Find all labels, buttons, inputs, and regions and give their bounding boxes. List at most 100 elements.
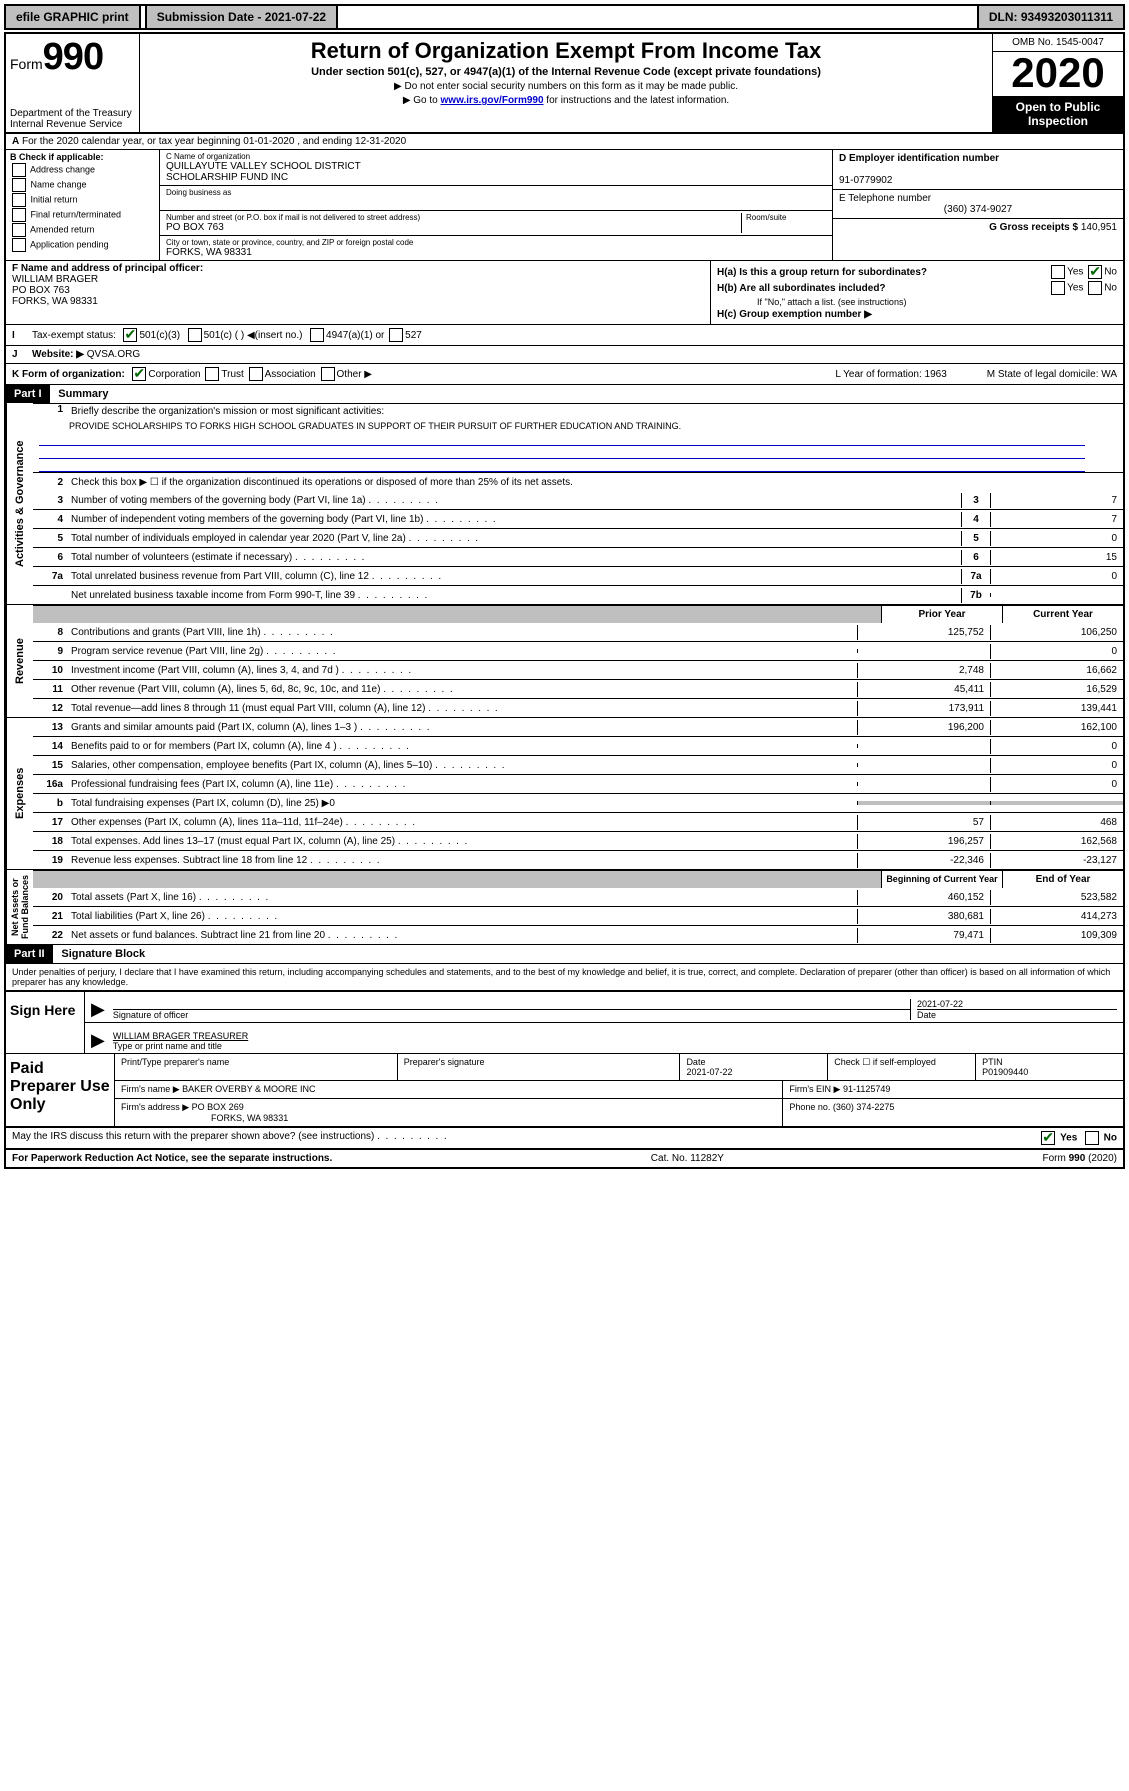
officer-name: WILLIAM BRAGER TREASURER — [113, 1031, 1117, 1041]
tax-year: 2020 — [993, 52, 1123, 96]
paperwork-notice: For Paperwork Reduction Act Notice, see … — [12, 1153, 332, 1164]
chk-ha-no[interactable] — [1088, 265, 1102, 279]
summary-line: 18Total expenses. Add lines 13–17 (must … — [33, 831, 1123, 850]
state-domicile: M State of legal domicile: WA — [987, 369, 1117, 380]
line1-label: Briefly describe the organization's miss… — [69, 404, 1123, 419]
chk-hb-yes[interactable] — [1051, 281, 1065, 295]
vtab-expenses: Expenses — [6, 718, 33, 869]
sign-here-label: Sign Here — [6, 992, 85, 1053]
chk-other[interactable] — [321, 367, 335, 381]
firm-phone: Phone no. (360) 374-2275 — [783, 1099, 1123, 1126]
form-990: Form990 Department of the Treasury Inter… — [4, 32, 1125, 1169]
chk-501c3[interactable] — [123, 328, 137, 342]
ssn-note: ▶ Do not enter social security numbers o… — [146, 81, 986, 92]
row-a-tax-year: A For the 2020 calendar year, or tax yea… — [6, 134, 1123, 150]
summary-line: 11Other revenue (Part VIII, column (A), … — [33, 679, 1123, 698]
chk-ha-yes[interactable] — [1051, 265, 1065, 279]
summary-line: 10Investment income (Part VIII, column (… — [33, 660, 1123, 679]
chk-name-change[interactable] — [12, 178, 26, 192]
vtab-governance: Activities & Governance — [6, 403, 33, 604]
dba-row: Doing business as — [160, 186, 832, 211]
chk-assoc[interactable] — [249, 367, 263, 381]
ein-row: D Employer identification number 91-0779… — [833, 150, 1123, 190]
cat-no: Cat. No. 11282Y — [651, 1153, 724, 1164]
sig-date-label: Date — [917, 1009, 1117, 1020]
prep-date-cell: Date2021-07-22 — [680, 1054, 828, 1080]
prep-name-hdr: Print/Type preparer's name — [115, 1054, 398, 1080]
chk-corp[interactable] — [132, 367, 146, 381]
firm-address: Firm's address ▶ PO BOX 269 FORKS, WA 98… — [115, 1099, 783, 1126]
summary-line: 20Total assets (Part X, line 16)460,1525… — [33, 888, 1123, 906]
summary-line: 3Number of voting members of the governi… — [33, 491, 1123, 509]
part1-header: Part I — [6, 385, 50, 403]
chk-address-change[interactable] — [12, 163, 26, 177]
gross-receipts-row: G Gross receipts $ 140,951 — [833, 219, 1123, 236]
top-bar: efile GRAPHIC print Submission Date - 20… — [4, 4, 1125, 30]
begin-year-hdr: Beginning of Current Year — [881, 871, 1002, 888]
prep-ptin: PTINP01909440 — [976, 1054, 1123, 1080]
mission-text: PROVIDE SCHOLARSHIPS TO FORKS HIGH SCHOO… — [33, 419, 687, 433]
form-footer: Form 990 (2020) — [1043, 1153, 1117, 1164]
website-row: J Website: ▶ QVSA.ORG — [6, 346, 1123, 364]
chk-final-return[interactable] — [12, 208, 26, 222]
form-title: Return of Organization Exempt From Incom… — [146, 38, 986, 64]
chk-amended[interactable] — [12, 223, 26, 237]
paid-preparer-label: Paid Preparer Use Only — [6, 1054, 115, 1126]
summary-line: 22Net assets or fund balances. Subtract … — [33, 925, 1123, 944]
discuss-row: May the IRS discuss this return with the… — [6, 1128, 1123, 1150]
dept-treasury: Department of the Treasury Internal Reve… — [10, 108, 135, 130]
summary-line: 12Total revenue—add lines 8 through 11 (… — [33, 698, 1123, 717]
chk-527[interactable] — [389, 328, 403, 342]
part1-title: Summary — [52, 388, 108, 400]
tax-exempt-status: I Tax-exempt status: 501(c)(3) 501(c) ( … — [6, 325, 1123, 346]
summary-line: 8Contributions and grants (Part VIII, li… — [33, 623, 1123, 641]
phone-row: E Telephone number (360) 374-9027 — [833, 190, 1123, 219]
summary-line: Net unrelated business taxable income fr… — [33, 585, 1123, 604]
prep-self-emp: Check ☐ if self-employed — [828, 1054, 976, 1080]
summary-line: 19Revenue less expenses. Subtract line 1… — [33, 850, 1123, 869]
submission-date: Submission Date - 2021-07-22 — [145, 6, 338, 28]
chk-discuss-yes[interactable] — [1041, 1131, 1055, 1145]
chk-4947[interactable] — [310, 328, 324, 342]
vtab-netassets: Net Assets orFund Balances — [6, 870, 33, 944]
vtab-revenue: Revenue — [6, 605, 33, 717]
perjury-text: Under penalties of perjury, I declare th… — [6, 964, 1123, 991]
prep-sig-hdr: Preparer's signature — [398, 1054, 681, 1080]
summary-line: bTotal fundraising expenses (Part IX, co… — [33, 793, 1123, 812]
sig-officer-label: Signature of officer — [113, 1009, 910, 1020]
org-name-row: C Name of organization QUILLAYUTE VALLEY… — [160, 150, 832, 186]
principal-officer: F Name and address of principal officer:… — [6, 261, 711, 324]
city-row: City or town, state or province, country… — [160, 236, 832, 260]
sig-date: 2021-07-22 — [917, 999, 1117, 1009]
irs-link[interactable]: www.irs.gov/Form990 — [441, 95, 544, 106]
goto-link-row: ▶ Go to www.irs.gov/Form990 for instruct… — [146, 95, 986, 106]
col-b-checkboxes: B Check if applicable: Address change Na… — [6, 150, 160, 260]
address-row: Number and street (or P.O. box if mail i… — [160, 211, 832, 236]
arrow-icon: ▶ — [91, 1030, 105, 1051]
summary-line: 13Grants and similar amounts paid (Part … — [33, 718, 1123, 736]
summary-line: 16aProfessional fundraising fees (Part I… — [33, 774, 1123, 793]
summary-line: 7aTotal unrelated business revenue from … — [33, 566, 1123, 585]
summary-line: 21Total liabilities (Part X, line 26)380… — [33, 906, 1123, 925]
summary-line: 15Salaries, other compensation, employee… — [33, 755, 1123, 774]
chk-initial-return[interactable] — [12, 193, 26, 207]
firm-name: Firm's name ▶ BAKER OVERBY & MOORE INC — [115, 1081, 783, 1098]
chk-501c[interactable] — [188, 328, 202, 342]
efile-btn[interactable]: efile GRAPHIC print — [6, 6, 141, 28]
chk-trust[interactable] — [205, 367, 219, 381]
summary-line: 14Benefits paid to or for members (Part … — [33, 736, 1123, 755]
line2: Check this box ▶ ☐ if the organization d… — [69, 475, 1123, 490]
group-return: H(a) Is this a group return for subordin… — [711, 261, 1123, 324]
chk-application-pending[interactable] — [12, 238, 26, 252]
part2-title: Signature Block — [55, 948, 145, 960]
chk-discuss-no[interactable] — [1085, 1131, 1099, 1145]
end-year-hdr: End of Year — [1002, 871, 1123, 888]
year-formation: L Year of formation: 1963 — [835, 369, 946, 380]
officer-name-label: Type or print name and title — [113, 1041, 1117, 1051]
current-year-hdr: Current Year — [1002, 606, 1123, 623]
form-subtitle: Under section 501(c), 527, or 4947(a)(1)… — [146, 66, 986, 78]
summary-line: 4Number of independent voting members of… — [33, 509, 1123, 528]
chk-hb-no[interactable] — [1088, 281, 1102, 295]
firm-ein: Firm's EIN ▶ 91-1125749 — [783, 1081, 1123, 1098]
open-inspection: Open to Public Inspection — [993, 96, 1123, 132]
